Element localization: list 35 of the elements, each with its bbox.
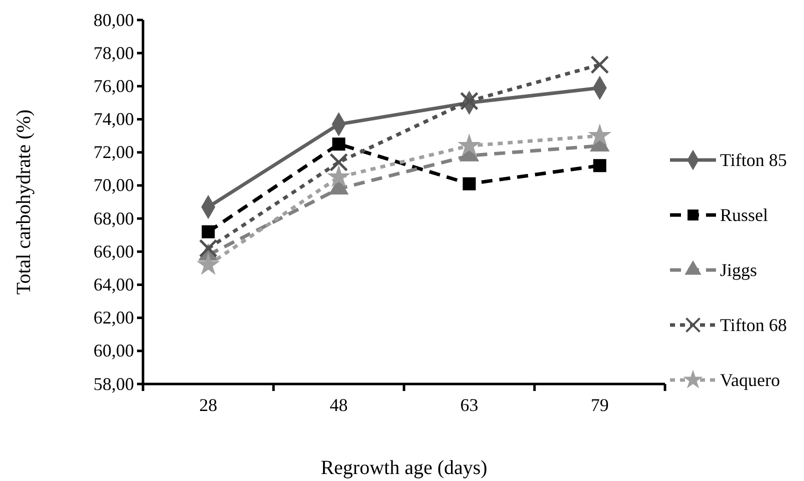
point [588, 124, 612, 146]
y-tick-label: 78,00 [94, 42, 134, 63]
point [332, 138, 346, 151]
legend-label: Tifton 85 [720, 150, 787, 170]
x-tick-label: 79 [590, 394, 609, 415]
legend-label: Russel [720, 205, 768, 225]
y-tick-label: 66,00 [94, 241, 134, 262]
legend-label: Jiggs [720, 260, 758, 280]
y-tick-label: 74,00 [94, 109, 134, 130]
x-axis-title: Regrowth age (days) [320, 457, 488, 479]
x-tick-label: 63 [460, 394, 478, 415]
y-tick-label: 72,00 [94, 142, 134, 162]
point [202, 225, 215, 238]
y-tick-label: 58,00 [94, 374, 134, 394]
point [196, 252, 220, 275]
y-tick-label: 70,00 [94, 175, 134, 196]
point [593, 159, 606, 172]
x-tick-label: 48 [330, 394, 348, 415]
legend-label: Tifton 68 [720, 315, 787, 335]
y-tick-label: 80,00 [94, 10, 134, 30]
point [590, 55, 610, 74]
point [460, 92, 479, 110]
y-tick-label: 60,00 [94, 340, 134, 361]
point [462, 177, 476, 190]
y-tick-label: 68,00 [94, 208, 134, 228]
y-tick-label: 64,00 [94, 274, 134, 294]
y-tick-label: 62,00 [94, 308, 134, 328]
point [458, 133, 481, 156]
point [198, 239, 218, 258]
legend-label: Vaquero [720, 370, 780, 390]
point [329, 153, 348, 172]
y-tick-label: 76,00 [94, 76, 134, 96]
point [327, 164, 350, 188]
y-axis-title: Total carbohydrate (%) [13, 109, 35, 295]
x-tick-label: 28 [199, 394, 218, 415]
